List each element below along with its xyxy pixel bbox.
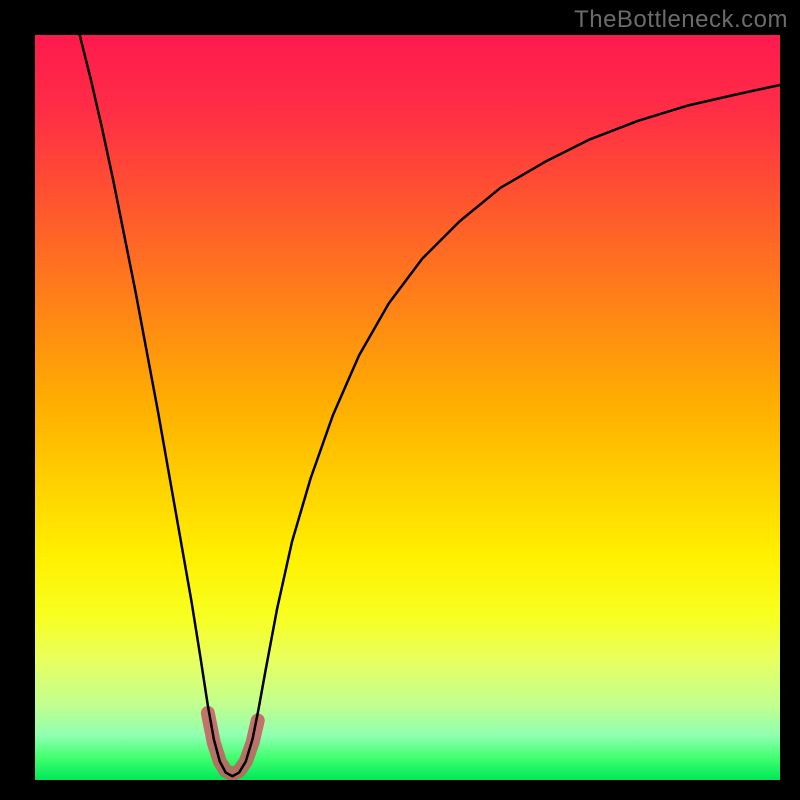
plot-area [35, 35, 780, 780]
bottleneck-curve [35, 35, 780, 780]
watermark-text: TheBottleneck.com [574, 6, 788, 34]
